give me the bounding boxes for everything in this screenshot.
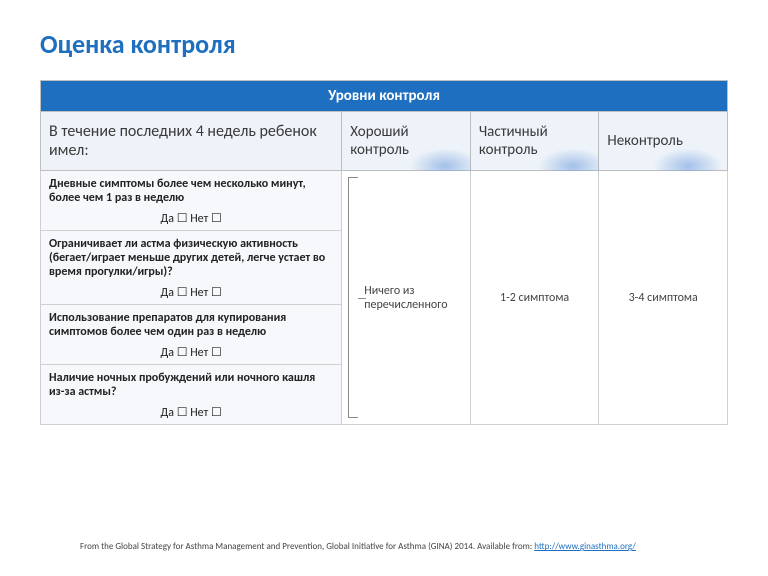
answer-none: 3-4 симптома bbox=[599, 171, 728, 425]
answer-good: Ничего из перечисленного bbox=[342, 171, 471, 425]
col-partial-label: Частичный контроль bbox=[479, 123, 548, 159]
question-text: Наличие ночных пробуждений или ночного к… bbox=[49, 371, 333, 399]
question-text: Использование препаратов для купирования… bbox=[49, 311, 333, 339]
question-text: Дневные симптомы более чем несколько мин… bbox=[49, 177, 333, 205]
col-left-header: В течение последних 4 недель ребенок име… bbox=[41, 112, 342, 171]
answer-none-text: 3-4 симптома bbox=[629, 291, 698, 305]
footnote: From the Global Strategy for Asthma Mana… bbox=[80, 541, 636, 552]
control-table: Уровни контроля В течение последних 4 не… bbox=[40, 80, 728, 425]
answer-good-text: Ничего из перечисленного bbox=[364, 284, 447, 312]
question-cell: Использование препаратов для купирования… bbox=[41, 305, 342, 365]
yes-no-options[interactable]: Да ☐ Нет ☐ bbox=[49, 405, 333, 420]
question-cell: Ограничивает ли астма физическую активно… bbox=[41, 231, 342, 305]
question-cell: Наличие ночных пробуждений или ночного к… bbox=[41, 365, 342, 425]
table-header: Уровни контроля bbox=[41, 81, 728, 112]
col-none: Неконтроль bbox=[599, 112, 728, 171]
yes-no-options[interactable]: Да ☐ Нет ☐ bbox=[49, 285, 333, 300]
yes-no-options[interactable]: Да ☐ Нет ☐ bbox=[49, 211, 333, 226]
col-good-label: Хороший контроль bbox=[350, 123, 409, 159]
col-none-label: Неконтроль bbox=[607, 132, 683, 150]
question-text: Ограничивает ли астма физическую активно… bbox=[49, 237, 333, 279]
yes-no-options[interactable]: Да ☐ Нет ☐ bbox=[49, 345, 333, 360]
page-title: Оценка контроля bbox=[40, 28, 728, 60]
col-good: Хороший контроль bbox=[342, 112, 471, 171]
footnote-link[interactable]: http://www.ginasthma.org/ bbox=[534, 541, 636, 552]
question-cell: Дневные симптомы более чем несколько мин… bbox=[41, 171, 342, 231]
footnote-text: From the Global Strategy for Asthma Mana… bbox=[80, 541, 534, 552]
col-partial: Частичный контроль bbox=[470, 112, 599, 171]
answer-partial: 1-2 симптома bbox=[470, 171, 599, 425]
bracket-icon bbox=[348, 177, 358, 418]
answer-partial-text: 1-2 симптома bbox=[500, 291, 569, 305]
